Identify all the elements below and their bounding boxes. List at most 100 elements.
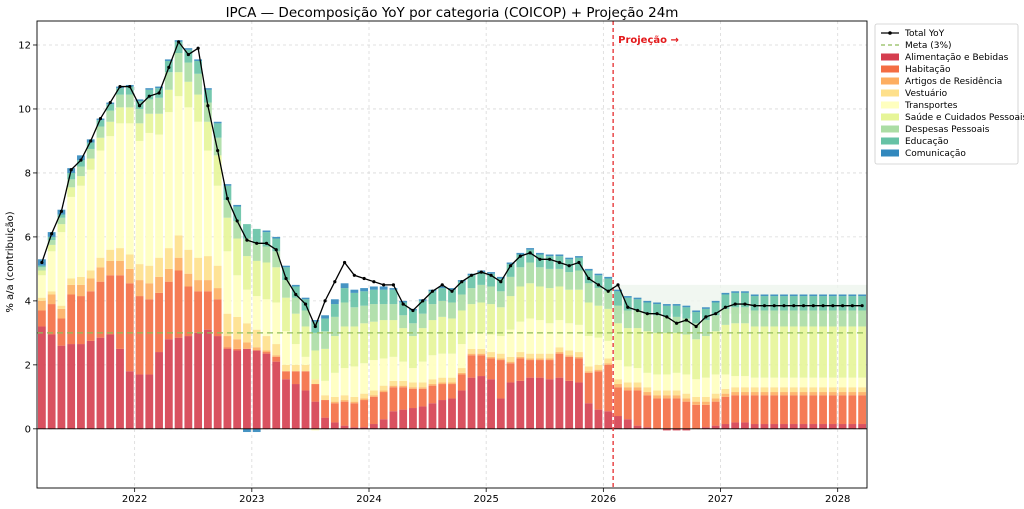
bar-segment — [389, 387, 398, 412]
bar-segment — [125, 371, 134, 429]
bar-segment — [516, 321, 525, 353]
bar-segment — [643, 313, 652, 332]
bar-segment — [135, 280, 144, 297]
bar-segment — [506, 361, 515, 364]
bar-segment — [623, 382, 632, 388]
bar-segment — [203, 88, 212, 90]
bar-segment — [311, 384, 320, 402]
bar-segment — [106, 275, 115, 335]
bar-segment — [487, 352, 495, 357]
bar-segment — [252, 350, 261, 429]
bar-segment — [243, 289, 251, 324]
bar-segment — [653, 302, 661, 305]
bar-segment — [272, 356, 281, 362]
bar-segment — [291, 284, 300, 287]
bar-segment — [321, 400, 329, 418]
bar-segment — [575, 352, 583, 357]
total-point — [382, 283, 386, 287]
bar-segment — [457, 368, 466, 373]
legend-swatch-total-marker — [888, 31, 892, 35]
bar-segment — [604, 308, 613, 341]
bar-segment — [37, 275, 46, 298]
bar-segment — [741, 395, 749, 423]
bar-segment — [535, 252, 544, 255]
bar-segment — [848, 296, 857, 311]
bar-segment — [750, 395, 759, 425]
bar-segment — [662, 332, 671, 375]
bar-segment — [506, 276, 515, 297]
bar-segment — [418, 328, 427, 362]
bar-segment — [106, 104, 115, 111]
bar-segment — [662, 304, 671, 306]
bar-segment — [731, 395, 740, 423]
bar-segment — [389, 288, 398, 290]
bar-segment — [262, 262, 271, 300]
bar-segment — [350, 396, 359, 402]
bar-segment — [233, 339, 242, 349]
bar-segment — [565, 356, 574, 381]
bar-segment — [379, 304, 388, 321]
bar-segment — [77, 276, 85, 285]
bar-segment — [750, 326, 759, 378]
total-point — [235, 219, 239, 223]
bar-segment — [858, 377, 867, 388]
bar-segment — [682, 393, 691, 399]
total-point — [577, 260, 581, 265]
bar-segment — [858, 296, 867, 311]
bar-segment — [233, 350, 242, 429]
bar-segment — [174, 52, 183, 73]
bar-segment — [575, 382, 583, 429]
bar-segment — [477, 302, 486, 333]
bar-segment — [545, 379, 554, 429]
bar-segment — [526, 283, 535, 319]
total-point — [430, 289, 435, 293]
bar-segment — [487, 356, 495, 359]
total-point — [479, 270, 483, 274]
bar-segment — [594, 305, 603, 338]
bar-segment — [594, 273, 603, 276]
bar-segment — [819, 326, 827, 378]
bar-segment — [741, 422, 749, 429]
bar-segment — [545, 360, 554, 380]
bar-segment — [526, 249, 535, 263]
bar-segment — [428, 403, 437, 429]
bar-segment — [203, 102, 212, 122]
bar-segment — [301, 326, 310, 357]
bar-segment — [809, 395, 818, 425]
total-point — [167, 65, 171, 69]
bar-segment — [77, 166, 85, 177]
bar-segment — [819, 294, 827, 297]
bar-segment — [243, 348, 251, 429]
bar-segment — [457, 310, 466, 345]
total-point — [372, 280, 376, 284]
total-point — [206, 104, 210, 108]
legend: Total YoY Meta (3%) Alimentação e Bebidas H… — [874, 23, 1024, 165]
bar-segment — [96, 120, 105, 127]
bar-segment — [770, 310, 779, 327]
bar-segment — [116, 107, 124, 124]
bar-segment — [164, 89, 173, 113]
bar-segment — [682, 307, 691, 319]
bar-segment — [389, 320, 398, 357]
bar-segment — [184, 273, 193, 287]
bar-segment — [506, 363, 515, 383]
bar-segment — [155, 257, 163, 277]
bar-segment — [545, 268, 554, 289]
bar-segment — [67, 172, 76, 180]
legend-swatch — [881, 77, 899, 85]
total-point — [69, 168, 73, 172]
legend-label: Meta (3%) — [905, 41, 952, 51]
bar-segment — [77, 185, 85, 277]
bar-segment — [262, 232, 271, 247]
bar-segment — [477, 332, 486, 349]
bar-segment — [418, 361, 427, 383]
bar-segment — [731, 387, 740, 393]
bar-segment — [203, 291, 212, 330]
total-point — [665, 315, 669, 319]
bar-segment — [633, 328, 642, 369]
bar-segment — [838, 326, 847, 378]
bar-segment — [409, 368, 417, 383]
bar-segment — [711, 374, 720, 394]
bar-segment — [838, 310, 847, 327]
bar-segment — [77, 176, 85, 186]
